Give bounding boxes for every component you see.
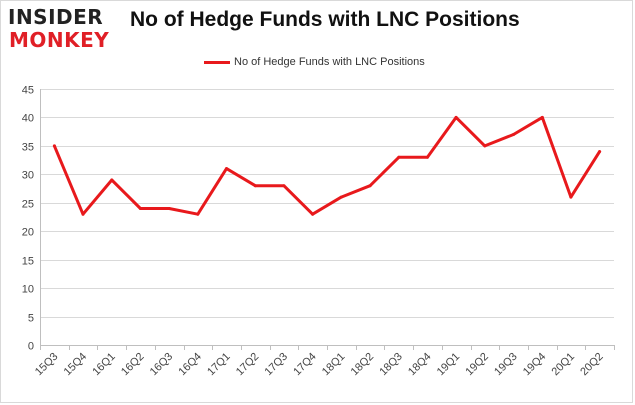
y-tick-label: 25 <box>22 199 34 211</box>
x-tick-label: 20Q1 <box>550 351 578 379</box>
data-point <box>339 195 343 199</box>
y-tick-label: 20 <box>22 227 34 239</box>
data-point <box>311 212 315 216</box>
data-point <box>512 133 515 136</box>
data-point <box>225 167 228 171</box>
insider-monkey-logo: INSIDER MONKEY <box>8 5 118 52</box>
grid-lines <box>40 89 614 318</box>
x-tick-label: 16Q4 <box>176 351 204 379</box>
x-tick-label: 18Q2 <box>349 351 377 379</box>
x-tick-label: 18Q4 <box>406 351 434 379</box>
x-tick-label: 19Q1 <box>435 351 463 379</box>
data-point <box>253 184 257 188</box>
x-tick-label: 18Q1 <box>320 351 348 379</box>
x-tick-label: 16Q3 <box>148 351 176 379</box>
data-point <box>569 195 573 199</box>
x-tick-label: 19Q2 <box>463 351 491 379</box>
logo-text-monkey: MONKEY <box>9 28 110 52</box>
axes <box>40 89 615 350</box>
data-point <box>138 207 142 210</box>
x-tick-label: 17Q1 <box>205 351 233 379</box>
data-point <box>52 144 56 148</box>
chart-legend: No of Hedge Funds with LNC Positions <box>204 54 425 70</box>
y-tick-label: 10 <box>22 284 34 296</box>
y-tick-label: 15 <box>22 256 34 268</box>
legend-swatch <box>204 60 230 64</box>
series-line <box>52 115 602 216</box>
x-tick-label: 17Q2 <box>234 351 262 379</box>
data-point <box>81 212 85 216</box>
x-tick-labels: 15Q3 15Q4 16Q1 16Q2 16Q3 16Q4 17Q1 17Q2 17Q3 17Q4… <box>33 351 606 379</box>
x-tick-label: 16Q1 <box>90 351 118 379</box>
data-point <box>397 155 401 159</box>
x-tick-label: 18Q3 <box>377 351 405 379</box>
x-tick-label: 19Q3 <box>492 351 520 379</box>
x-tick-label: 15Q4 <box>62 351 90 379</box>
x-tick-label: 20Q2 <box>578 351 606 379</box>
y-tick-labels: 0 5 10 15 20 25 30 35 40 45 <box>22 85 34 353</box>
data-point <box>425 155 429 159</box>
chart-title: No of Hedge Funds with LNC Positions <box>130 8 520 31</box>
logo-text-insider: INSIDER <box>8 5 104 29</box>
data-point <box>110 178 114 182</box>
y-tick-label: 45 <box>22 85 34 97</box>
data-point <box>196 212 200 216</box>
x-tick-label: 15Q3 <box>33 351 61 379</box>
y-tick-label: 30 <box>22 170 34 182</box>
y-tick-label: 5 <box>28 313 34 325</box>
data-point <box>282 184 286 188</box>
series <box>52 115 602 216</box>
data-point <box>368 184 372 188</box>
legend-label: No of Hedge Funds with LNC Positions <box>234 56 425 68</box>
x-tick-label: 16Q2 <box>119 351 147 379</box>
data-point <box>167 207 171 210</box>
data-point <box>540 115 544 119</box>
data-point <box>598 150 602 154</box>
data-point <box>483 144 487 148</box>
x-tick-label: 19Q4 <box>521 351 549 379</box>
x-tick-label: 17Q4 <box>291 351 319 379</box>
y-tick-label: 35 <box>22 142 34 154</box>
y-tick-label: 40 <box>22 113 34 125</box>
data-point <box>454 115 458 119</box>
y-tick-label: 0 <box>28 341 34 353</box>
x-tick-label: 17Q3 <box>263 351 291 379</box>
